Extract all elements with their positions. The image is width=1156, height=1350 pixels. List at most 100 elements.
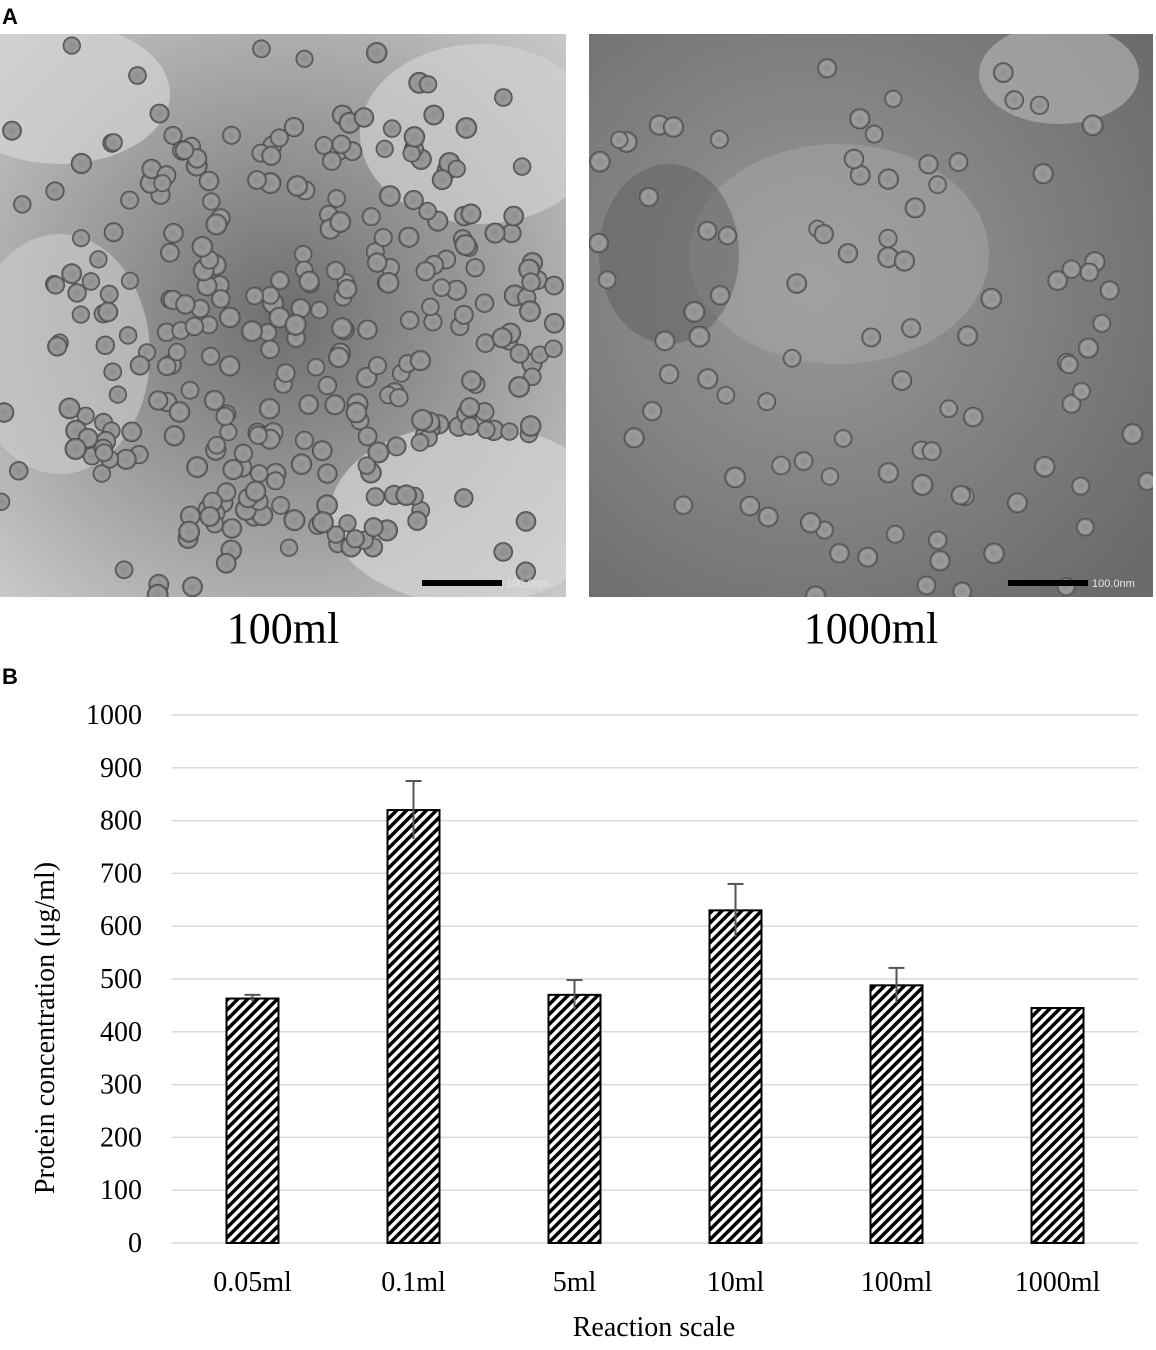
vlp-particle: [331, 134, 352, 154]
vlp-particle: [710, 130, 729, 149]
vlp-particle: [103, 222, 124, 243]
vlp-particle: [461, 370, 482, 392]
vlp-particle: [857, 546, 878, 568]
vlp-particle: [1121, 423, 1144, 445]
vlp-particle: [431, 169, 453, 191]
vlp-particle: [849, 164, 871, 186]
vlp-particle: [368, 356, 387, 376]
vlp-particle: [418, 201, 437, 221]
vlp-particle: [817, 58, 837, 79]
vlp-particle: [886, 525, 905, 544]
vlp-particle: [793, 451, 814, 471]
vlp-particle: [46, 275, 65, 295]
error-bars: [244, 780, 905, 1010]
vlp-particle: [1004, 90, 1025, 110]
vlp-particle: [311, 440, 333, 462]
vlp-particle: [221, 518, 243, 539]
vlp-particle: [662, 116, 685, 138]
vlp-particle: [980, 287, 1003, 310]
vlp-particle: [834, 429, 853, 448]
vlp-particle: [290, 453, 313, 475]
vlp-particle: [403, 126, 426, 148]
vlp-particle: [260, 339, 280, 360]
vlp-particle: [271, 496, 290, 515]
vlp-particle: [494, 88, 513, 107]
vlp-particle: [184, 316, 204, 337]
vlp-particle: [993, 62, 1014, 83]
vlp-particle: [386, 436, 407, 457]
vlp-particle: [521, 272, 541, 292]
vlp-particle: [252, 39, 271, 59]
vlp-particle: [501, 223, 522, 244]
vlp-particle: [948, 152, 969, 172]
vlp-particle: [407, 510, 428, 531]
vlp-particle: [491, 327, 513, 349]
vlp-particle: [589, 232, 609, 254]
vlp-particle: [205, 213, 228, 236]
vlp-particle: [500, 422, 519, 441]
vlp-particle: [261, 286, 280, 305]
vlp-particle: [1071, 476, 1090, 496]
scale-bar-label-right: 100.0nm: [1092, 578, 1135, 590]
vlp-particle: [233, 443, 253, 463]
vlp-particle: [149, 103, 170, 124]
vlp-particle: [367, 441, 390, 464]
vlp-particle: [99, 284, 119, 304]
vlp-particle: [199, 506, 221, 527]
vlp-particle: [904, 197, 926, 219]
vlp-particle: [395, 484, 417, 506]
vlp-particle: [864, 124, 884, 144]
vlp-particle: [389, 388, 409, 408]
vlp-particle: [129, 355, 150, 376]
vlp-particle: [58, 397, 81, 420]
vlp-particle: [1047, 270, 1068, 291]
vlp-particle: [757, 506, 779, 528]
vlp-particle: [739, 495, 761, 517]
vlp-particle: [403, 190, 424, 211]
vlp-particle: [222, 125, 241, 145]
vlp-particle: [509, 343, 530, 364]
vlp-particle: [1007, 492, 1028, 514]
vlp-particle: [1099, 280, 1120, 301]
vlp-particle: [1032, 163, 1054, 185]
vlp-particle: [659, 364, 680, 385]
vlp-particle: [654, 330, 676, 352]
vlp-particle: [306, 358, 326, 377]
vlp-particle: [589, 151, 611, 173]
vlp-particle: [688, 325, 711, 348]
vlp-particle: [928, 530, 948, 550]
vlp-particle: [163, 126, 183, 145]
vlp-particle: [820, 467, 840, 486]
vlp-particle: [283, 509, 306, 532]
vlp-particle: [379, 185, 401, 207]
vlp-particle: [398, 226, 420, 248]
vlp-particle: [328, 346, 350, 368]
vlp-particle: [519, 300, 541, 323]
vlp-particle: [877, 168, 899, 190]
vlp-particle: [638, 187, 659, 207]
vlp-particle: [47, 336, 68, 357]
vlp-particle: [366, 42, 388, 64]
vlp-particle: [757, 392, 777, 412]
y-tick-label: 0: [128, 1228, 142, 1259]
vlp-particle: [121, 421, 142, 443]
vlp-particle: [286, 175, 308, 197]
x-tick-labels: 0.05ml 0.1ml 5ml 10ml 100ml 1000ml: [213, 1267, 1100, 1298]
vlp-particle: [1138, 472, 1153, 491]
vlp-particle: [939, 399, 958, 418]
vlp-particle: [284, 313, 307, 336]
vlp-particle: [211, 289, 231, 309]
vlp-particle: [61, 263, 83, 285]
vlp-particle: [849, 108, 871, 130]
vlp-particle: [219, 423, 238, 442]
vlp-particle: [153, 174, 172, 193]
vlp-particle: [92, 464, 112, 483]
vlp-particle: [454, 304, 474, 325]
vlp-particle: [1076, 518, 1095, 537]
vlp-particle: [683, 301, 706, 323]
vlp-particle: [786, 273, 808, 294]
vlp-particle: [1061, 259, 1082, 279]
vlp-particle: [311, 511, 334, 534]
vlp-particle: [295, 430, 314, 450]
vlp-particle: [219, 306, 241, 329]
